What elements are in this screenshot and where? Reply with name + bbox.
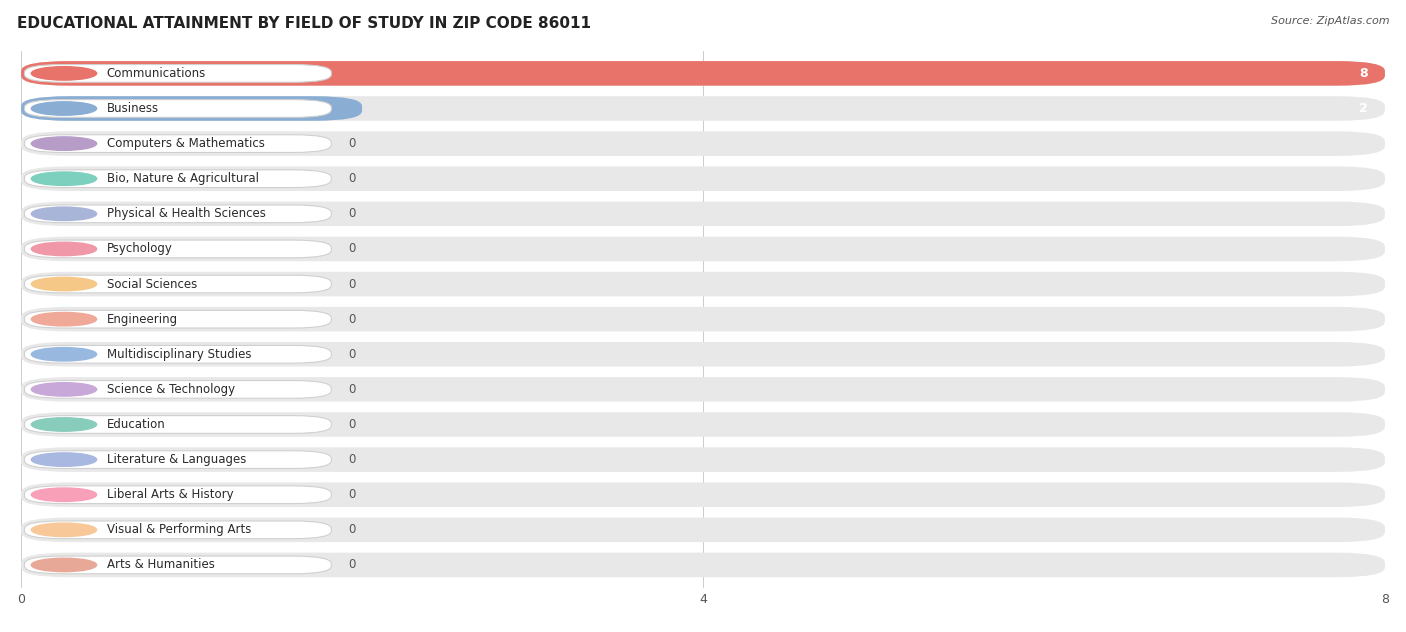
Text: Bio, Nature & Agricultural: Bio, Nature & Agricultural [107, 172, 259, 185]
Circle shape [31, 312, 97, 326]
Circle shape [31, 348, 97, 361]
Text: 0: 0 [349, 383, 356, 396]
FancyBboxPatch shape [21, 131, 1385, 156]
FancyBboxPatch shape [21, 202, 1385, 226]
Text: Engineering: Engineering [107, 313, 179, 325]
FancyBboxPatch shape [21, 482, 1385, 507]
Circle shape [31, 277, 97, 291]
FancyBboxPatch shape [21, 552, 1385, 577]
FancyBboxPatch shape [24, 521, 332, 538]
Circle shape [31, 207, 97, 221]
Text: Multidisciplinary Studies: Multidisciplinary Studies [107, 348, 252, 361]
Text: 0: 0 [349, 137, 356, 150]
Circle shape [31, 418, 97, 431]
Text: 8: 8 [1360, 67, 1368, 80]
Text: Social Sciences: Social Sciences [107, 277, 197, 291]
FancyBboxPatch shape [21, 307, 1385, 331]
Text: 0: 0 [349, 172, 356, 185]
FancyBboxPatch shape [24, 275, 332, 293]
FancyBboxPatch shape [21, 96, 1385, 121]
Circle shape [31, 488, 97, 501]
Circle shape [31, 137, 97, 150]
FancyBboxPatch shape [21, 412, 1385, 437]
Text: Liberal Arts & History: Liberal Arts & History [107, 488, 233, 501]
Text: 0: 0 [349, 453, 356, 466]
Text: Computers & Mathematics: Computers & Mathematics [107, 137, 264, 150]
Circle shape [31, 382, 97, 396]
Text: 0: 0 [349, 523, 356, 537]
Text: Physical & Health Sciences: Physical & Health Sciences [107, 207, 266, 221]
Text: Source: ZipAtlas.com: Source: ZipAtlas.com [1271, 16, 1389, 26]
Text: EDUCATIONAL ATTAINMENT BY FIELD OF STUDY IN ZIP CODE 86011: EDUCATIONAL ATTAINMENT BY FIELD OF STUDY… [17, 16, 591, 31]
FancyBboxPatch shape [21, 236, 1385, 261]
Text: 0: 0 [349, 488, 356, 501]
Text: 0: 0 [349, 348, 356, 361]
Text: Psychology: Psychology [107, 243, 173, 255]
FancyBboxPatch shape [24, 240, 332, 258]
Circle shape [31, 558, 97, 572]
FancyBboxPatch shape [21, 342, 1385, 367]
FancyBboxPatch shape [21, 61, 1385, 86]
Circle shape [31, 172, 97, 185]
FancyBboxPatch shape [24, 135, 332, 152]
FancyBboxPatch shape [24, 380, 332, 398]
Text: 0: 0 [349, 418, 356, 431]
FancyBboxPatch shape [21, 447, 1385, 472]
FancyBboxPatch shape [21, 96, 363, 121]
FancyBboxPatch shape [24, 100, 332, 118]
FancyBboxPatch shape [21, 166, 1385, 191]
FancyBboxPatch shape [24, 64, 332, 82]
FancyBboxPatch shape [21, 377, 1385, 402]
Text: Arts & Humanities: Arts & Humanities [107, 559, 215, 571]
FancyBboxPatch shape [21, 518, 1385, 542]
Circle shape [31, 523, 97, 537]
Circle shape [31, 102, 97, 115]
Text: 0: 0 [349, 243, 356, 255]
FancyBboxPatch shape [21, 272, 1385, 296]
Circle shape [31, 453, 97, 466]
Text: Visual & Performing Arts: Visual & Performing Arts [107, 523, 252, 537]
FancyBboxPatch shape [21, 61, 1385, 86]
Text: Business: Business [107, 102, 159, 115]
Text: 0: 0 [349, 559, 356, 571]
FancyBboxPatch shape [24, 486, 332, 504]
Text: 2: 2 [1360, 102, 1368, 115]
Circle shape [31, 242, 97, 256]
FancyBboxPatch shape [24, 205, 332, 222]
FancyBboxPatch shape [24, 346, 332, 363]
Circle shape [31, 66, 97, 80]
Text: Education: Education [107, 418, 166, 431]
FancyBboxPatch shape [24, 416, 332, 434]
FancyBboxPatch shape [24, 556, 332, 574]
FancyBboxPatch shape [24, 310, 332, 328]
Text: Literature & Languages: Literature & Languages [107, 453, 246, 466]
FancyBboxPatch shape [24, 170, 332, 188]
Text: 0: 0 [349, 207, 356, 221]
Text: Science & Technology: Science & Technology [107, 383, 235, 396]
Text: Communications: Communications [107, 67, 207, 80]
Text: 0: 0 [349, 277, 356, 291]
Text: 0: 0 [349, 313, 356, 325]
FancyBboxPatch shape [24, 451, 332, 468]
